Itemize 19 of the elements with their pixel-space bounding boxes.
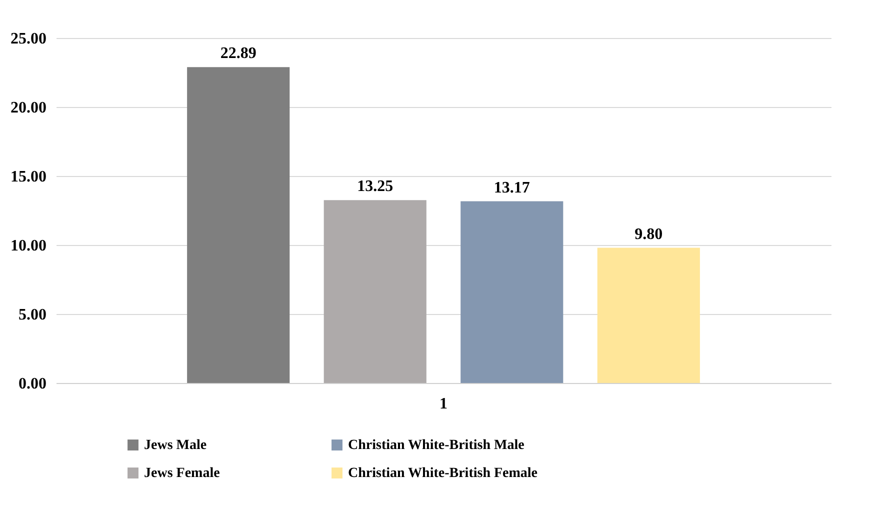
- bar: [187, 67, 290, 383]
- y-tick-label: 10.00: [10, 238, 46, 254]
- y-tick-label: 25.00: [10, 30, 46, 48]
- y-tick-label: 15.00: [10, 168, 46, 186]
- y-tick-label: 5.00: [18, 306, 46, 324]
- data-label: 9.80: [634, 226, 663, 243]
- x-tick-label: 1: [440, 396, 448, 412]
- y-tick-label: 20.00: [10, 100, 46, 116]
- legend-label: Christian White-British Female: [348, 466, 538, 481]
- bar: [324, 200, 426, 383]
- data-label: 13.25: [357, 178, 394, 196]
- legend-label: Jews Female: [144, 466, 220, 481]
- bar: [460, 201, 564, 383]
- data-label: 22.89: [220, 45, 256, 62]
- legend-label: Christian White-British Male: [348, 438, 524, 453]
- bar: [597, 248, 700, 383]
- y-tick-label: 0.00: [18, 376, 46, 392]
- data-label: 13.17: [494, 179, 530, 196]
- legend-label: Jews Male: [144, 438, 207, 453]
